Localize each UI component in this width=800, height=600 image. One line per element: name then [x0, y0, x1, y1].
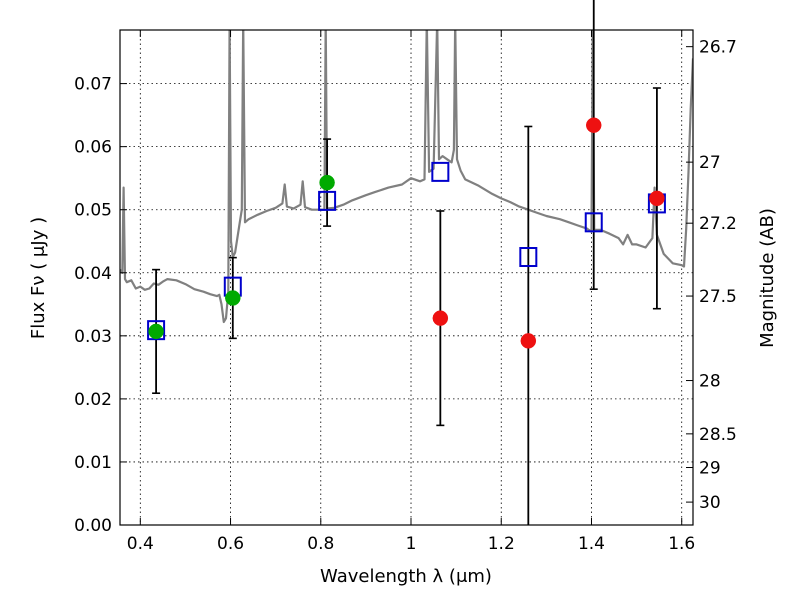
- errorbar-layer: [147, 0, 666, 525]
- x-tick-label: 1.4: [578, 534, 605, 554]
- y-tick-label: 0.00: [74, 516, 112, 536]
- model-photometry-box: [318, 190, 337, 211]
- x-tick-label: 0.4: [127, 534, 154, 554]
- measured-point: [319, 174, 335, 191]
- measured-point: [585, 117, 602, 133]
- mag-tick-label: 28.5: [699, 425, 737, 445]
- model-photometry-box: [431, 161, 450, 182]
- x-tick-label: 1.6: [668, 534, 695, 554]
- mag-tick-label: 27.5: [699, 287, 737, 307]
- mag-tick-label: 28: [699, 372, 721, 392]
- mag-tick-label: 30: [699, 493, 721, 513]
- ticks: 0.4 0.6 0.8 1 1.2 1.4 1.6 0.00 0.01 0.02 0.03 0.04 0…: [74, 30, 737, 554]
- y-tick-label: 0.05: [74, 201, 112, 221]
- y-axis-title: Flux Fν ( μJy ): [28, 217, 49, 339]
- measured-point: [148, 323, 164, 340]
- mag-tick-label: 29: [699, 458, 721, 478]
- x-tick-label: 0.6: [217, 534, 244, 554]
- y-tick-label: 0.02: [74, 390, 112, 410]
- x-tick-label: 1.2: [488, 534, 515, 554]
- y-tick-label: 0.04: [74, 264, 112, 284]
- y-tick-label: 0.01: [74, 453, 112, 473]
- measured-point: [649, 190, 665, 207]
- model-photometry-box: [584, 212, 603, 233]
- x-axis-title: Wavelength λ (μm): [320, 566, 492, 587]
- x-tick-label: 0.8: [307, 534, 334, 554]
- mag-tick-label: 27: [699, 153, 721, 173]
- model-photometry-box: [519, 247, 538, 268]
- y-tick-label: 0.07: [74, 75, 112, 95]
- model-sed-line: [120, 30, 693, 324]
- data-layer: [120, 30, 693, 324]
- mag-tick-label: 26.7: [699, 38, 737, 58]
- y-tick-label: 0.03: [74, 327, 112, 347]
- plot-area: [120, 30, 693, 525]
- measured-point: [432, 310, 449, 326]
- plot-frame: [119, 29, 694, 526]
- y2-axis-title: Magnitude (AB): [757, 208, 778, 348]
- y-tick-label: 0.06: [74, 138, 112, 158]
- measured-point: [225, 290, 241, 306]
- x-tick-label: 1: [406, 534, 417, 554]
- mag-tick-label: 27.2: [699, 214, 737, 234]
- measured-point: [520, 333, 537, 349]
